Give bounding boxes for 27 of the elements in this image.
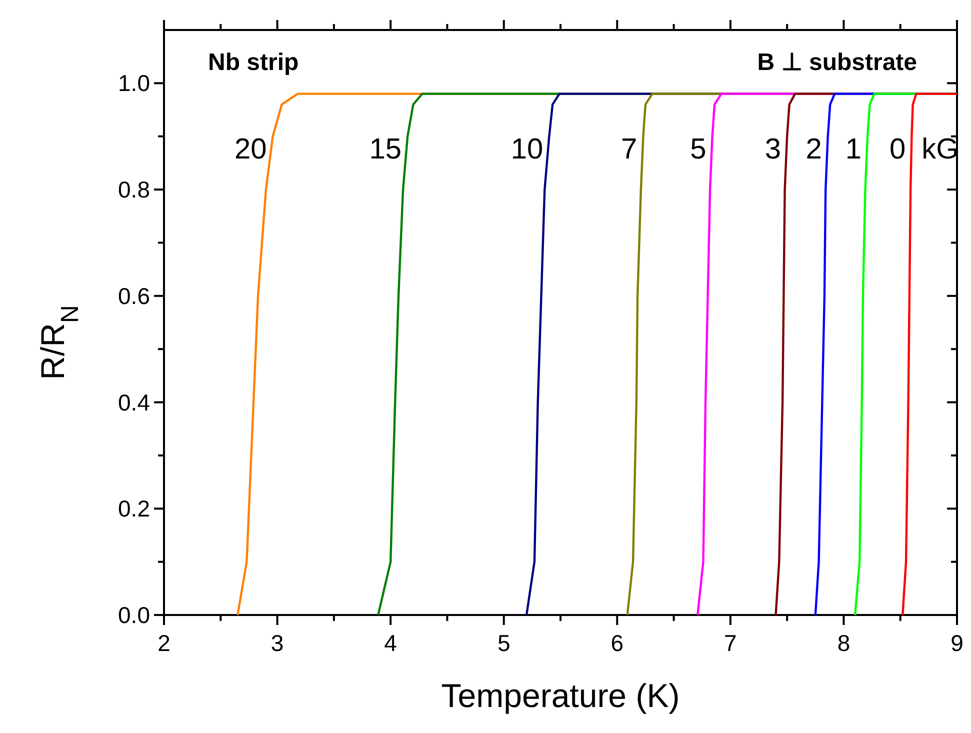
series-label: 20 [234, 133, 267, 166]
x-tick-label: 8 [837, 630, 850, 656]
annotation: kG [922, 133, 959, 166]
y-tick-label: 0.4 [118, 389, 150, 416]
x-axis-title: Temperature (K) [441, 677, 680, 714]
series-label: 5 [690, 133, 706, 166]
x-tick-label: 6 [610, 630, 624, 656]
x-tick-label: 2 [158, 630, 170, 656]
series-label: 10 [510, 133, 544, 166]
series-label: 15 [369, 133, 402, 166]
x-tick-label: 7 [724, 630, 737, 656]
x-tick-label: 3 [270, 630, 284, 656]
series-label: 2 [806, 133, 822, 166]
y-tick-label: 0.0 [118, 602, 150, 628]
series-label: 0 [890, 133, 906, 166]
x-tick-label: 9 [950, 630, 964, 656]
y-tick-label: 0.6 [118, 282, 150, 309]
annotation: B ⊥ substrate [757, 49, 917, 76]
x-tick-label: 5 [497, 630, 510, 656]
x-tick-label: 4 [384, 630, 398, 656]
series-label: 7 [621, 133, 638, 166]
series-label: 1 [845, 133, 862, 166]
series-label: 3 [764, 133, 782, 166]
y-tick-label: 0.2 [118, 496, 150, 522]
annotation: Nb strip [208, 49, 299, 76]
y-tick-label: 0.8 [118, 176, 150, 203]
y-tick-label: 1.0 [118, 70, 150, 96]
